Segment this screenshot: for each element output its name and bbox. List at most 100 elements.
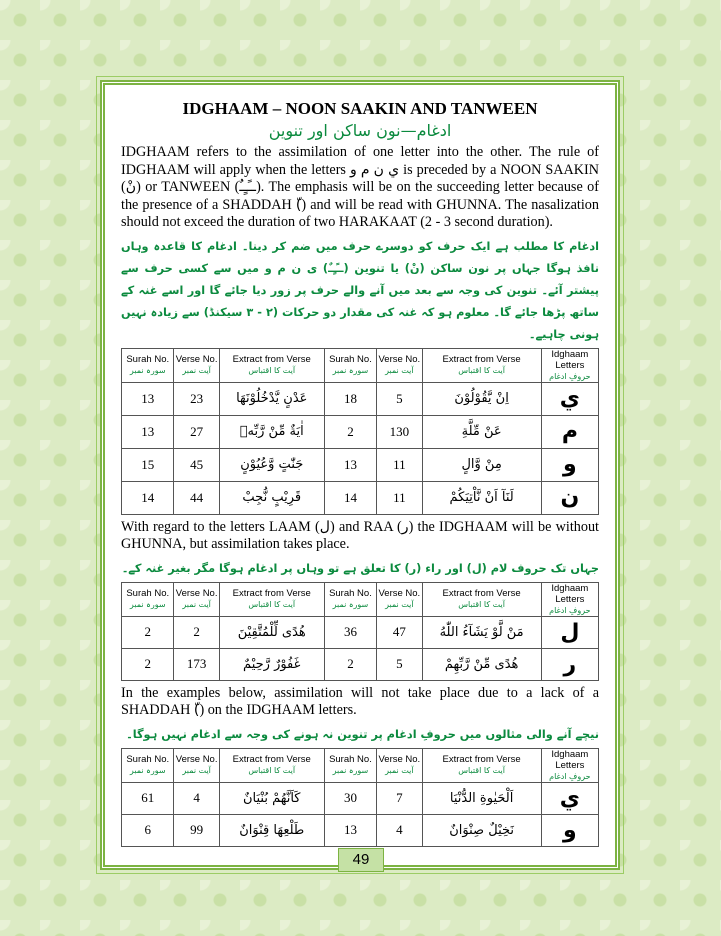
header-english: Verse No. (175, 588, 218, 599)
page-number: 49 (338, 848, 384, 872)
header-cell: Idghaam Letters حروفِ ادغام (540, 347, 600, 383)
cell: 2 (120, 647, 175, 681)
header-cell: Extract from Verse آیت کا اقتباس (421, 347, 542, 383)
header-row: Surah No. سورہ نمبر Verse No. آیت نمبر Extra… (120, 347, 600, 383)
header-urdu: حروفِ ادغام (549, 605, 591, 615)
cell: 23 (173, 381, 220, 416)
header-cell: Verse No. آیت نمبر (173, 347, 220, 383)
cell: 14 (323, 480, 378, 515)
row: 2 173 غَفُوْرٌ رَّحِيْمٌ 2 5 هُدًى مِّنْ رَّب… (120, 647, 600, 681)
cell: جَنّٰتٍ وَّعُيُوْنٍ (218, 447, 325, 482)
header-english: Surah No. (126, 588, 170, 599)
cell: 7 (376, 781, 423, 815)
row: 13 23 عَدْنٍ يَّدْخُلُوْنَهَا 18 5 اِنْ يَّقُ… (120, 381, 600, 416)
paragraph: With regard to the letters LAAM (ل) and … (121, 518, 599, 553)
header-row: Surah No. سورہ نمبر Verse No. آیت نمبر Extra… (120, 747, 600, 783)
cell: 5 (376, 381, 423, 416)
cell: 11 (376, 480, 423, 515)
header-english: Surah No. (329, 354, 372, 365)
header-urdu: آیت کا اقتباس (248, 600, 296, 609)
paragraph-urdu: جہاں تک حروف لام (ل) اور راء (ر) کا تعلق… (121, 561, 599, 575)
header-english: Surah No. (329, 588, 372, 599)
header-cell: Idghaam Letters حروفِ ادغام (540, 581, 600, 617)
header-cell: Verse No. آیت نمبر (376, 347, 423, 383)
cell: هُدًى لِّلْمُتَّقِيْنَ (218, 615, 325, 649)
header-cell: Extract from Verse آیت کا اقتباس (421, 747, 542, 783)
header-urdu: آیت کا اقتباس (458, 600, 505, 609)
header-cell: Surah No. سورہ نمبر (323, 347, 378, 383)
cell: 2 (173, 615, 220, 649)
cell: اِنْ يَّقُوْلُوْنَ (421, 381, 542, 416)
header-english: Surah No. (329, 754, 372, 765)
header-english: Surah No. (126, 754, 170, 765)
cell: عَدْنٍ يَّدْخُلُوْنَهَا (218, 381, 325, 416)
content: IDGHAAM – NOON SAAKIN AND TANWEEN ادغام—… (120, 95, 600, 851)
cell: قَرِيْبٍ نُّجِبْ (218, 480, 325, 515)
header-urdu: آیت کا اقتباس (248, 766, 296, 775)
page: IDGHAAM – NOON SAAKIN AND TANWEEN ادغام—… (96, 76, 624, 874)
header-cell: Surah No. سورہ نمبر (120, 581, 175, 617)
subtitle: ادغام—نون ساکن اور تنوین (268, 121, 452, 140)
header-english: Extract from Verse (232, 754, 311, 765)
header-english: Extract from Verse (442, 754, 521, 765)
header-english: Verse No. (175, 354, 218, 365)
cell: 4 (173, 781, 220, 815)
header-english: Idghaam Letters (551, 582, 589, 605)
cell: 2 (323, 414, 378, 449)
header-cell: Verse No. آیت نمبر (376, 581, 423, 617)
cell: 61 (120, 781, 175, 815)
row: 14 44 قَرِيْبٍ نُّجِبْ 14 11 لَنَآ اَنْ نَّاْ… (120, 480, 600, 515)
header-english: Idghaam Letters (551, 348, 589, 371)
cell: 30 (323, 781, 378, 815)
cell: 13 (323, 813, 378, 847)
paragraph-urdu: ادغام کا مطلب ہے ایک حرف کو دوسرے حرف می… (121, 239, 599, 341)
cell: 130 (376, 414, 423, 449)
row: 6 99 طَلْعِهَا قِنْوَانٌ 13 4 نَخِيْلٌ صِنْوَ… (120, 813, 600, 847)
cell: ي (540, 381, 600, 416)
header-cell: Extract from Verse آیت کا اقتباس (218, 347, 325, 383)
title: IDGHAAM – NOON SAAKIN AND TANWEEN (182, 99, 538, 118)
header-urdu: سورہ نمبر (332, 600, 369, 609)
header-english: Extract from Verse (442, 354, 521, 365)
table: Surah No. سورہ نمبر Verse No. آیت نمبر Extra… (120, 347, 600, 515)
cell: اَلْحَيٰوةِ الدُّنْيَا (421, 781, 542, 815)
cell: 13 (323, 447, 378, 482)
header-urdu: سورہ نمبر (332, 366, 369, 375)
header-urdu: آیت کا اقتباس (248, 366, 296, 375)
paragraph-urdu: نیچے آنے والی مثالوں میں حروفِ ادغام پر … (126, 727, 599, 741)
header-row: Surah No. سورہ نمبر Verse No. آیت نمبر Extra… (120, 581, 600, 617)
header-urdu: آیت کا اقتباس (458, 366, 505, 375)
cell: 2 (323, 647, 378, 681)
cell: 2 (120, 615, 175, 649)
cell: لَنَآ اَنْ نَّاْتِيَكُمْ (421, 480, 542, 515)
header-urdu: سورہ نمبر (129, 766, 166, 775)
cell: و (540, 447, 600, 482)
cell: 27 (173, 414, 220, 449)
header-english: Verse No. (378, 754, 421, 765)
cell: كَاَنَّهُمْ بُنْيَانٌ (218, 781, 325, 815)
header-urdu: آیت کا اقتباس (458, 766, 505, 775)
row: 61 4 كَاَنَّهُمْ بُنْيَانٌ 30 7 اَلْحَيٰوةِ ا… (120, 781, 600, 815)
cell: 5 (376, 647, 423, 681)
paragraph: In the examples below, assimilation will… (121, 684, 599, 719)
cell: 11 (376, 447, 423, 482)
table: Surah No. سورہ نمبر Verse No. آیت نمبر Extra… (120, 747, 600, 847)
header-english: Verse No. (175, 754, 218, 765)
cell: 173 (173, 647, 220, 681)
header-english: Verse No. (378, 354, 421, 365)
cell: مَنْ لَّوْ يَشَآءُ اللّٰهُ (421, 615, 542, 649)
header-cell: Idghaam Letters حروفِ ادغام (540, 747, 600, 783)
header-english: Extract from Verse (232, 588, 311, 599)
header-urdu: آیت نمبر (385, 366, 414, 375)
cell: 36 (323, 615, 378, 649)
header-cell: Surah No. سورہ نمبر (323, 747, 378, 783)
header-cell: Extract from Verse آیت کا اقتباس (218, 747, 325, 783)
header-cell: Verse No. آیت نمبر (173, 581, 220, 617)
cell: ي (540, 781, 600, 815)
header-cell: Surah No. سورہ نمبر (323, 581, 378, 617)
cell: 44 (173, 480, 220, 515)
header-urdu: سورہ نمبر (129, 600, 166, 609)
header-english: Idghaam Letters (551, 748, 589, 771)
cell: طَلْعِهَا قِنْوَانٌ (218, 813, 325, 847)
